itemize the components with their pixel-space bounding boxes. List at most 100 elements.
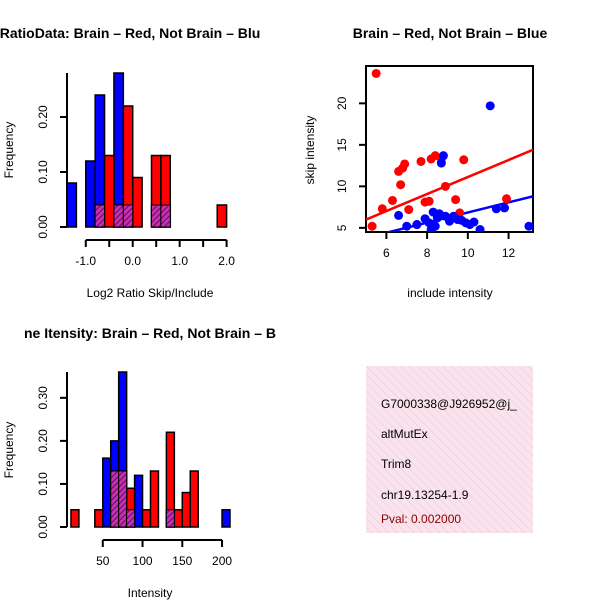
scatter-content (366, 68, 533, 232)
scatter-y-tick-label-0: 5 (335, 224, 349, 231)
scatter-point-brain-5 (396, 180, 406, 190)
scatter-point-brain-2 (377, 204, 387, 214)
scatter-title: Brain – Red, Not Brain – Blue (353, 25, 548, 41)
intensity-bar-overlap-3 (118, 470, 128, 528)
ratio-bar-brain-7 (216, 204, 228, 228)
ratio-y-tick-label-2: 0.20 (36, 105, 50, 129)
intensity-bar-overlap-4 (126, 509, 136, 528)
intensity-bar-brain-10 (189, 470, 199, 528)
scatter-point-brain-8 (404, 205, 414, 215)
intensity-x-tick-label-2: 150 (172, 554, 192, 568)
scatter-point-brain-1 (371, 68, 381, 78)
intensity-bar-not-brain-4 (133, 474, 144, 528)
scatter-point-brain-21 (502, 194, 512, 204)
scatter-x-tick-label-0: 6 (383, 246, 390, 260)
intensity-bar-overlap-2 (110, 470, 120, 528)
intensity-bar-overlap-7 (165, 509, 175, 528)
scatter-point-not-brain-2 (412, 220, 422, 230)
scatter-point-brain-10 (416, 156, 426, 166)
info-box-panel: G7000338@J926952@j_ altMutEx Trim8 chr19… (366, 366, 533, 533)
ratio-x-tick-label-2: 1.0 (171, 254, 188, 268)
ratio-bar-overlap-6 (160, 204, 171, 228)
intensity-histogram-panel: ne Itensity: Brain – Red, Not Brain – B … (2, 325, 276, 600)
ratio-histogram-bars (66, 72, 228, 228)
intensity-y-tick-label-1: 0.10 (36, 472, 50, 496)
intensity-bar-brain-0 (70, 509, 80, 528)
scatter-point-not-brain-11 (438, 151, 448, 161)
info-line-2: altMutEx (381, 427, 428, 441)
ratio-bar-brain-1 (103, 154, 115, 228)
scatter-point-not-brain-19 (469, 217, 479, 227)
ratio-bar-overlap-5 (151, 204, 162, 228)
scatter-point-not-brain-10 (436, 158, 446, 168)
intensity-x-tick-label-3: 200 (212, 554, 232, 568)
info-box-background (366, 366, 533, 533)
ratio-histogram-xlabel: Log2 Ratio Skip/Include (87, 286, 214, 300)
scatter-xlabel: include intensity (407, 286, 492, 300)
ratio-bar-not-brain-3 (113, 72, 125, 228)
ratio-histogram-title: RatioData: Brain – Red, Not Brain – Blu (0, 25, 260, 41)
scatter-point-brain-18 (451, 195, 461, 205)
intensity-histogram-ylabel: Frequency (2, 422, 16, 479)
intensity-y-tick-label-3: 0.30 (36, 386, 50, 410)
intensity-y-tick-label-0: 0.00 (36, 515, 50, 539)
intensity-bar-not-brain-0 (102, 457, 112, 528)
scatter-point-not-brain-20 (475, 225, 485, 232)
intensity-bar-brain-5 (141, 509, 152, 528)
ratio-bar-overlap-2 (113, 204, 124, 228)
scatter-y-tick-label-2: 15 (335, 138, 349, 152)
scatter-ylabel: skip intensity (303, 116, 317, 185)
scatter-point-not-brain-7 (430, 221, 440, 231)
scatter-point-not-brain-23 (499, 203, 509, 213)
scatter-y-tick-label-3: 20 (335, 96, 349, 110)
intensity-bar-brain-8 (173, 509, 184, 528)
scatter-point-not-brain-1 (402, 221, 412, 231)
ratio-bar-overlap-0 (94, 204, 106, 228)
ratio-bar-brain-4 (131, 176, 143, 228)
intensity-x-tick-label-1: 100 (133, 554, 153, 568)
intensity-bar-not-brain-6 (221, 509, 231, 528)
ratio-bar-not-brain-0 (66, 182, 78, 228)
info-line-3: Trim8 (381, 457, 412, 471)
scatter-point-brain-0 (367, 221, 377, 231)
ratio-bar-not-brain-1 (85, 160, 96, 228)
scatter-y-tick-label-1: 10 (335, 179, 349, 193)
scatter-x-tick-label-1: 8 (424, 246, 431, 260)
intensity-histogram-title: ne Itensity: Brain – Red, Not Brain – B (24, 325, 276, 341)
ratio-x-tick-label-3: 2.0 (218, 254, 235, 268)
scatter-point-brain-16 (440, 181, 450, 191)
ratio-histogram-ylabel: Frequency (2, 122, 16, 179)
intensity-bar-brain-9 (181, 491, 191, 528)
scatter-point-brain-12 (424, 196, 434, 206)
ratio-histogram-panel: RatioData: Brain – Red, Not Brain – Blu … (0, 25, 260, 300)
scatter-x-tick-label-3: 12 (502, 246, 516, 260)
intensity-bar-brain-1 (94, 509, 104, 528)
scatter-point-brain-3 (387, 195, 397, 205)
intensity-histogram-xlabel: Intensity (128, 586, 173, 600)
scatter-point-not-brain-22 (491, 204, 501, 214)
ratio-histogram-axes: -1.0 0.0 1.0 2.0 0.00 0.10 0.20 (36, 73, 235, 268)
scatter-point-not-brain-21 (485, 101, 495, 111)
scatter-point-not-brain-0 (394, 210, 404, 220)
ratio-x-tick-label-1: 0.0 (124, 254, 141, 268)
intensity-histogram-axes: 50 100 150 200 0.00 0.10 0.20 0.30 (36, 372, 232, 568)
scatter-point-brain-20 (459, 155, 469, 165)
intensity-bar-brain-6 (149, 470, 160, 528)
scatter-point-brain-7 (400, 159, 410, 169)
scatter-point-not-brain-24 (524, 221, 533, 231)
intensity-y-tick-label-2: 0.20 (36, 429, 50, 453)
scatter-axes: 6 8 10 12 5 10 15 20 (335, 96, 516, 260)
intensity-histogram-bars (70, 371, 231, 528)
intensity-x-tick-label-0: 50 (96, 554, 110, 568)
ratio-bar-overlap-3 (122, 204, 134, 228)
ratio-y-tick-label-0: 0.00 (36, 215, 50, 239)
info-line-4: chr19.13254-1.9 (381, 488, 469, 502)
info-line-1: G7000338@J926952@j_ (381, 397, 517, 411)
scatter-x-tick-label-2: 10 (461, 246, 475, 260)
scatter-plot-frame (365, 65, 534, 233)
intensity-scatter-panel: Brain – Red, Not Brain – Blue include in… (303, 25, 547, 300)
ratio-x-tick-label-0: -1.0 (75, 254, 96, 268)
ratio-y-tick-label-1: 0.10 (36, 160, 50, 184)
info-pval: Pval: 0.002000 (381, 512, 461, 526)
